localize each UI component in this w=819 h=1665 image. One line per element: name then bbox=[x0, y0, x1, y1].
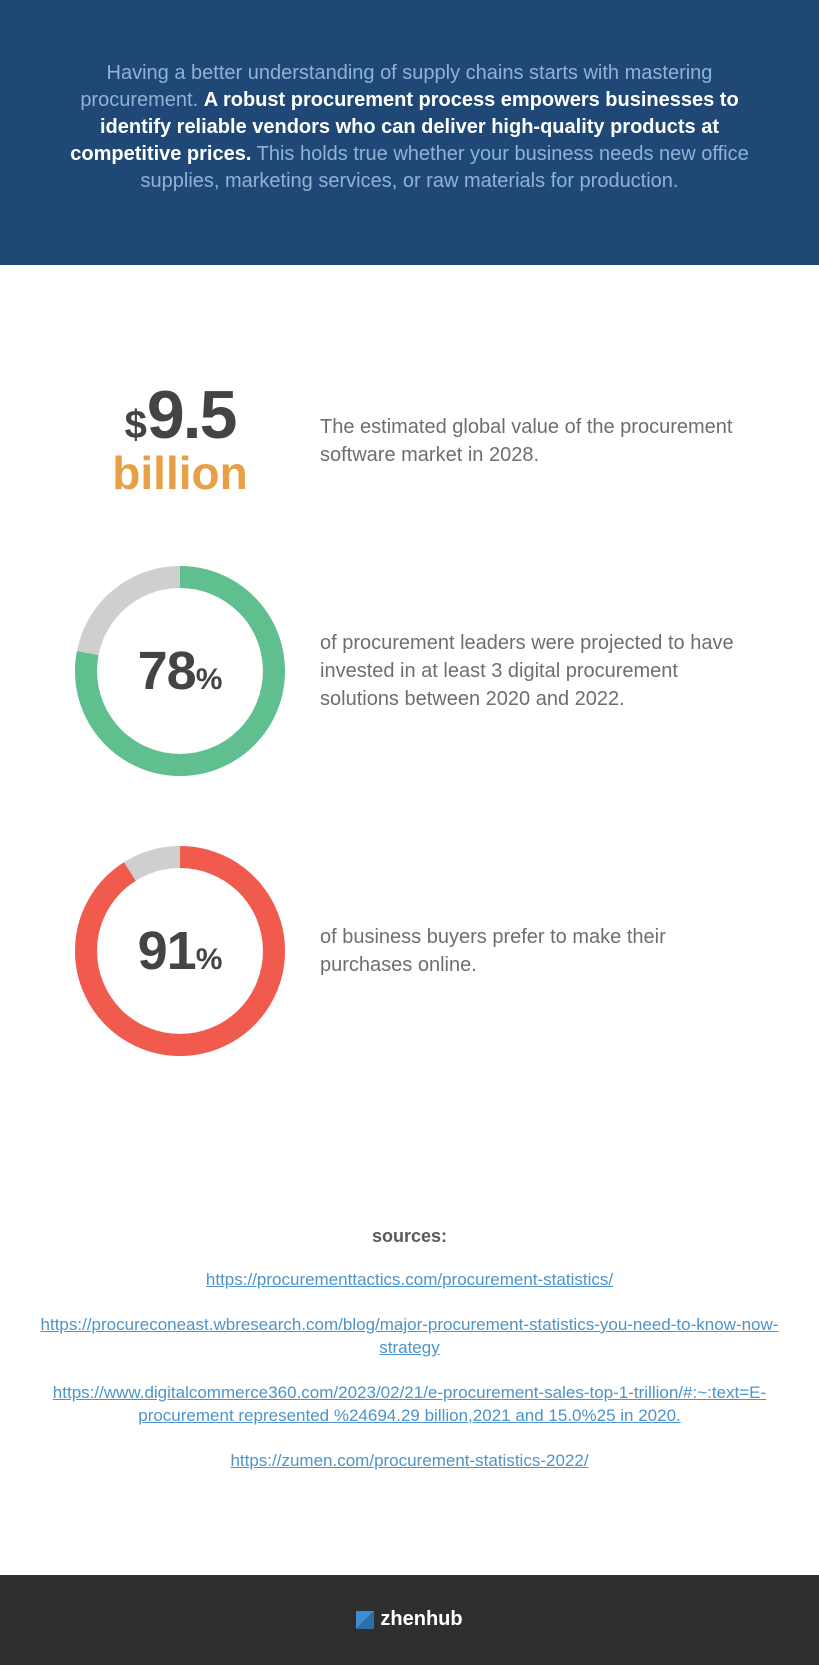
currency-symbol: $ bbox=[125, 403, 147, 448]
market-value-number: 9.5 bbox=[147, 385, 236, 446]
donut-label-78: 78% bbox=[138, 640, 223, 702]
footer-brand-text: zhenhub bbox=[380, 1608, 462, 1631]
donut-label-91: 91% bbox=[138, 920, 223, 982]
donut-chart-78: 78% bbox=[75, 566, 285, 776]
donut-91-pct: % bbox=[196, 943, 223, 976]
sources-section: sources: https://procurementtactics.com/… bbox=[0, 1186, 819, 1575]
donut-78-pct: % bbox=[196, 663, 223, 696]
market-value-unit: billion bbox=[60, 450, 300, 496]
source-link-4[interactable]: https://zumen.com/procurement-statistics… bbox=[20, 1450, 799, 1473]
stat-market-value: $ 9.5 billion The estimated global value… bbox=[60, 385, 759, 496]
zhenhub-logo-icon bbox=[356, 1611, 374, 1629]
stat-online-buyers-desc: of business buyers prefer to make their … bbox=[320, 923, 759, 979]
source-link-2[interactable]: https://procureconeast.wbresearch.com/bl… bbox=[20, 1314, 799, 1360]
donut-91-number: 91 bbox=[138, 921, 196, 981]
sources-list: https://procurementtactics.com/procureme… bbox=[20, 1269, 799, 1473]
stat-online-buyers: 91% of business buyers prefer to make th… bbox=[60, 846, 759, 1056]
stat-procurement-leaders-desc: of procurement leaders were projected to… bbox=[320, 629, 759, 713]
donut-chart-91: 91% bbox=[75, 846, 285, 1056]
intro-paragraph: Having a better understanding of supply … bbox=[60, 60, 759, 195]
source-link-1[interactable]: https://procurementtactics.com/procureme… bbox=[20, 1269, 799, 1292]
stat-procurement-leaders: 78% of procurement leaders were projecte… bbox=[60, 566, 759, 776]
stats-section: $ 9.5 billion The estimated global value… bbox=[0, 265, 819, 1186]
stat-market-value-desc: The estimated global value of the procur… bbox=[320, 413, 759, 469]
sources-title: sources: bbox=[20, 1226, 799, 1247]
source-link-3[interactable]: https://www.digitalcommerce360.com/2023/… bbox=[20, 1382, 799, 1428]
stat-market-value-figure: $ 9.5 billion bbox=[60, 385, 300, 496]
intro-header: Having a better understanding of supply … bbox=[0, 0, 819, 265]
footer: zhenhub bbox=[0, 1575, 819, 1665]
donut-78-number: 78 bbox=[138, 641, 196, 701]
footer-brand: zhenhub bbox=[356, 1608, 462, 1631]
